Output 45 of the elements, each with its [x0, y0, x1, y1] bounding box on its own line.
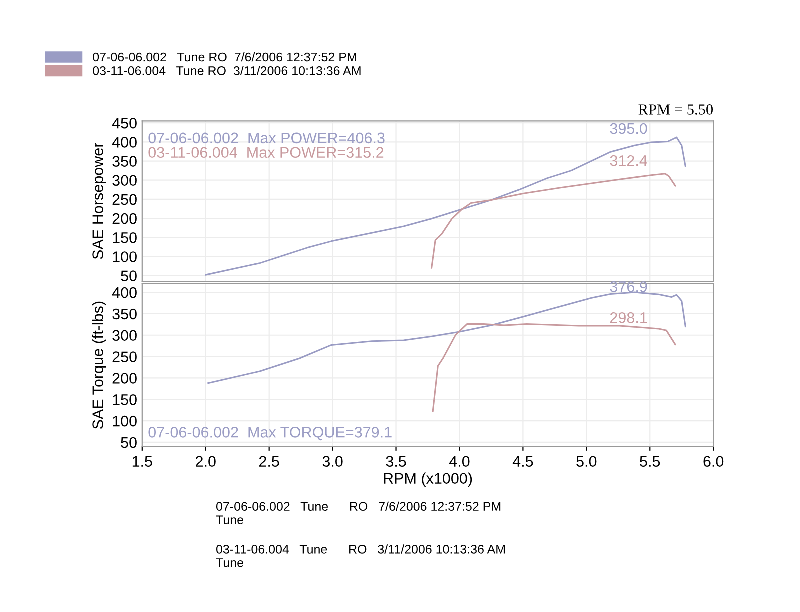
annotation: 298.1 [610, 312, 648, 324]
legend-label: 07-06-06.002 Tune RO 7/6/2006 12:37:52 PM [93, 52, 356, 62]
annotation: 03-11-06.004 Max POWER=315.2 [148, 147, 384, 158]
y-tick-label: 400 [112, 287, 137, 298]
y-tick-label: 350 [112, 308, 137, 320]
x-tick-label: 4.5 [512, 456, 534, 468]
y-tick-label: 50 [121, 437, 137, 448]
y-tick-label: 150 [113, 394, 137, 406]
annotation: 395.0 [610, 123, 648, 134]
text: 03-11-06.004 Tune RO 3/11/2006 10:13:36 AM Tune [216, 544, 505, 568]
annotation: 07-06-06.002 Max TORQUE=379.1 [148, 427, 392, 441]
annotation: 312.4 [610, 155, 648, 166]
y-tick-label: 150 [113, 232, 137, 244]
x-tick-label: 5.5 [640, 456, 660, 468]
y-tick-label: 450 [112, 118, 137, 129]
line-series [208, 292, 686, 384]
text: 07-06-06.002 Tune RO 7/6/2006 12:37:52 PM Tune [216, 502, 501, 524]
x-tick-label: 2.0 [196, 456, 216, 468]
x-tick-label: 3.5 [386, 456, 406, 468]
y-tick-label: 50 [121, 270, 137, 282]
annotation: 07-06-06.002 Max POWER=406.3 [148, 132, 385, 144]
x-tick-label: 2.5 [259, 456, 280, 468]
y-tick-label: 250 [112, 352, 137, 362]
y-tick-label: 250 [112, 194, 137, 206]
x-tick-label: 3.0 [322, 456, 343, 468]
line-series [432, 323, 676, 412]
y-tick-label: 300 [112, 175, 137, 186]
y-tick-label: 350 [112, 156, 137, 167]
y-tick-label: 200 [112, 373, 137, 384]
line-series [431, 173, 676, 269]
y-tick-label: 100 [113, 416, 137, 427]
x-tick-label: 1.5 [132, 456, 152, 468]
y-tick-label: 400 [112, 137, 137, 148]
text: RPM = 5.50 [638, 104, 714, 115]
annotation: 376.9 [610, 282, 648, 292]
legend-label: 03-11-06.004 Tune RO 3/11/2006 10:13:36 AM [93, 66, 361, 76]
y-tick-label: 100 [113, 252, 137, 262]
y-axis-title: SAE Horsepower [92, 143, 106, 260]
y-tick-label: 200 [112, 213, 137, 224]
x-tick-label: 5.0 [576, 456, 597, 468]
y-axis-title: SAE Torque (ft-lbs) [92, 302, 106, 430]
x-axis-title: RPM (x1000) [384, 472, 472, 488]
x-tick-label: 4.0 [449, 456, 470, 468]
x-tick-label: 6.0 [704, 456, 724, 468]
y-tick-label: 300 [112, 330, 137, 342]
